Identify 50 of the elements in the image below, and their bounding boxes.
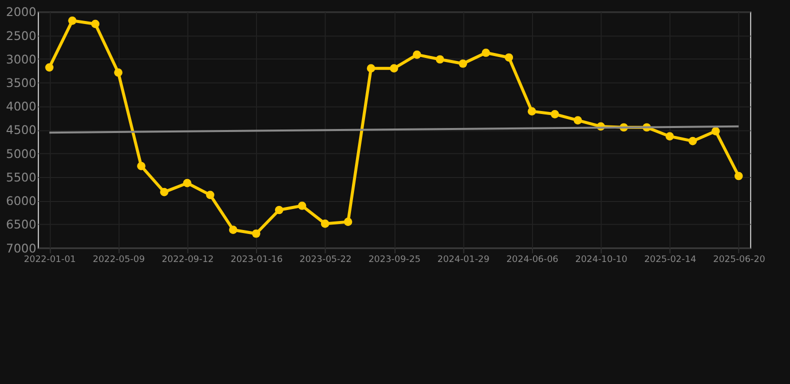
point (734, 172, 743, 180)
x-tick-label: 2024-06-06 (506, 255, 559, 266)
x-tick-label: 2023-05-22 (300, 255, 352, 266)
point (528, 107, 536, 116)
point (390, 64, 398, 73)
x-tick-label: 2025-06-20 (713, 255, 766, 266)
point (412, 50, 422, 59)
y-tick-label: 3000 (6, 52, 36, 66)
x-tick-label: 2022-05-09 (92, 255, 146, 266)
y-tick-label: 4000 (6, 100, 36, 114)
point (550, 110, 560, 118)
x-tick-label: 2024-01-29 (437, 255, 490, 266)
point (298, 202, 306, 210)
y-tick-label: 6000 (6, 194, 36, 208)
point (228, 226, 238, 234)
x-tick-label: 2024-10-10 (575, 255, 628, 266)
point (436, 55, 444, 64)
y-tick-label: 6500 (6, 218, 36, 232)
point (458, 59, 468, 68)
point (91, 20, 100, 28)
point (320, 220, 330, 228)
point (482, 48, 490, 57)
y-tick-label: 2000 (6, 5, 36, 20)
point (114, 68, 122, 77)
point (666, 132, 674, 141)
x-tick-label: 2022-01-01 (24, 255, 76, 266)
x-tick-label: 2022-09-12 (162, 255, 214, 266)
x-tick-label: 2025-02-14 (644, 255, 697, 266)
point (160, 188, 168, 196)
point (366, 64, 376, 73)
point (574, 116, 582, 124)
point (137, 162, 146, 170)
point (252, 229, 260, 238)
x-tick-label: 2023-09-25 (368, 255, 421, 266)
y-tick-label: 3500 (6, 76, 36, 90)
y-tick-label: 4500 (6, 123, 36, 138)
point (504, 53, 514, 62)
x-tick-label: 2023-01-16 (230, 255, 283, 266)
point (712, 126, 720, 136)
point (68, 16, 76, 25)
point (688, 136, 697, 146)
y-tick-label: 7000 (6, 241, 36, 256)
y-tick-label: 5500 (6, 170, 36, 184)
point (274, 206, 284, 214)
y-tick-label: 5000 (6, 146, 36, 161)
point (183, 178, 192, 188)
point (206, 190, 214, 200)
point (45, 63, 54, 72)
point (344, 218, 352, 226)
y-tick-label: 2500 (6, 28, 36, 43)
